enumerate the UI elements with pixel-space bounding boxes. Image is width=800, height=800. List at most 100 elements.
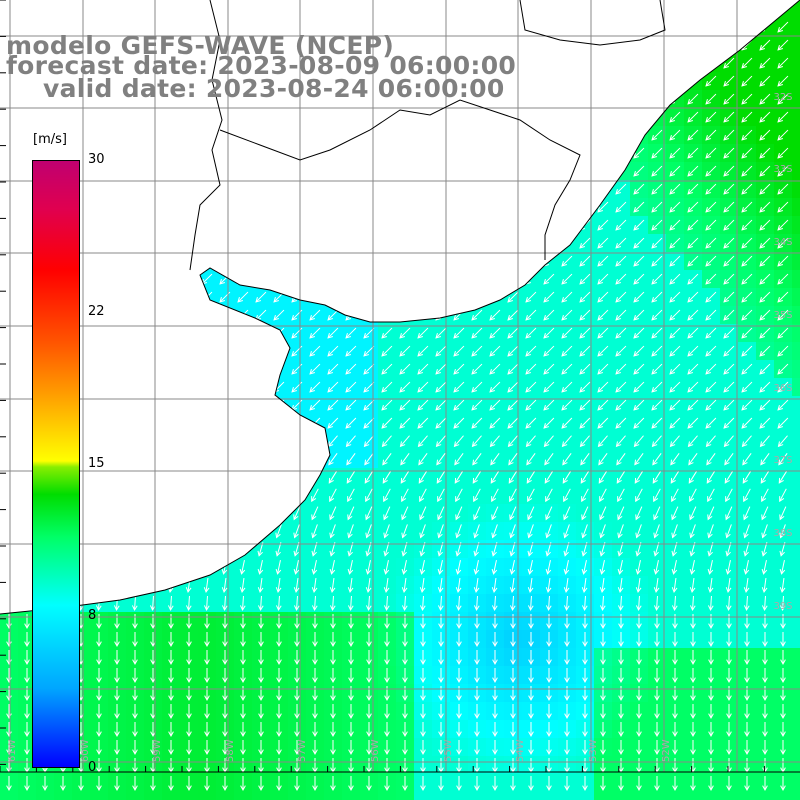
wind-arrow [633, 93, 645, 105]
wind-speed-cell [504, 90, 523, 109]
wind-speed-cell [630, 792, 649, 800]
wind-arrow [489, 183, 501, 195]
wind-speed-cell [234, 432, 253, 451]
wind-speed-cell [198, 378, 217, 397]
wind-arrow [238, 453, 248, 466]
wind-speed-cell [630, 0, 649, 19]
wind-arrow [489, 165, 501, 177]
wind-arrow [633, 57, 645, 69]
wind-speed-cell [90, 576, 109, 595]
wind-arrow [345, 129, 357, 141]
wind-speed-cell [522, 198, 541, 217]
wind-speed-cell [378, 180, 397, 199]
wind-arrow [471, 237, 483, 249]
wind-arrow [255, 147, 267, 159]
wind-arrow [129, 111, 141, 123]
wind-speed-cell [792, 198, 800, 217]
wind-arrow [489, 147, 501, 159]
wind-speed-cell [504, 126, 523, 145]
wind-arrow [273, 165, 285, 177]
wind-speed-cell [522, 216, 541, 235]
wind-arrow [3, 3, 15, 15]
wind-arrow [417, 237, 429, 249]
wind-arrow [3, 147, 15, 159]
lat-label: 38S [773, 528, 792, 539]
wind-speed-cell [360, 198, 379, 217]
wind-speed-cell [162, 324, 181, 343]
wind-arrow [274, 470, 284, 484]
wind-speed-cell [522, 144, 541, 163]
wind-speed-cell [270, 162, 289, 181]
wind-arrow [57, 3, 69, 15]
wind-arrow [129, 201, 141, 213]
wind-speed-cell [18, 108, 37, 127]
wind-speed-cell [126, 450, 145, 469]
wind-arrow [597, 111, 609, 123]
wind-arrow [93, 381, 105, 393]
wind-arrow [183, 273, 195, 285]
wind-arrow [255, 435, 266, 448]
wind-speed-cell [198, 504, 217, 523]
wind-speed-cell [540, 198, 559, 217]
wind-arrow [183, 129, 195, 141]
wind-speed-cell [252, 270, 271, 289]
wind-speed-cell [162, 342, 181, 361]
wind-speed-cell [468, 792, 487, 800]
wind-speed-cell [180, 558, 199, 577]
wind-arrow [327, 237, 339, 249]
wind-speed-cell [540, 108, 559, 127]
wind-arrow [113, 488, 121, 503]
wind-speed-cell [414, 216, 433, 235]
wind-speed-cell [126, 0, 145, 19]
wind-speed-cell [288, 162, 307, 181]
wind-arrow [147, 309, 159, 321]
wind-arrow [129, 165, 141, 177]
wind-arrow [3, 327, 15, 339]
wind-speed-cell [270, 126, 289, 145]
wind-speed-cell [108, 252, 127, 271]
wind-speed-cell [162, 126, 181, 145]
wind-arrow [4, 470, 14, 484]
wind-speed-cell [432, 288, 451, 307]
wind-arrow [237, 255, 249, 267]
wind-speed-cell [792, 216, 800, 235]
lon-label: 57W [297, 739, 308, 762]
wind-speed-cell [432, 0, 451, 19]
wind-arrow [327, 183, 339, 195]
wind-arrow [255, 345, 267, 357]
wind-speed-cell [540, 0, 559, 19]
wind-speed-cell [378, 216, 397, 235]
wind-speed-cell [792, 252, 800, 271]
wind-arrow [21, 93, 33, 105]
wind-arrow [579, 201, 591, 213]
wind-arrow [507, 237, 519, 249]
wind-speed-cell [234, 306, 253, 325]
wind-speed-cell [180, 486, 199, 505]
wind-arrow [129, 363, 141, 375]
wind-speed-cell [306, 126, 325, 145]
wind-arrow [255, 129, 267, 141]
wind-speed-cell [342, 198, 361, 217]
wind-arrow [327, 129, 339, 141]
wind-speed-cell [558, 54, 577, 73]
wind-speed-cell [126, 270, 145, 289]
wind-speed-cell [450, 216, 469, 235]
wind-speed-cell [126, 558, 145, 577]
wind-arrow [237, 111, 249, 123]
wind-arrow [130, 470, 140, 484]
wind-arrow [327, 111, 339, 123]
wind-arrow [165, 255, 177, 267]
wind-speed-cell [324, 792, 343, 800]
wind-arrow [705, 21, 717, 33]
wind-speed-cell [180, 378, 199, 397]
wind-speed-cell [144, 198, 163, 217]
wind-speed-cell [540, 234, 559, 253]
wind-speed-cell [306, 450, 325, 469]
wind-speed-cell [360, 288, 379, 307]
wind-speed-cell [252, 378, 271, 397]
wind-speed-cell [540, 180, 559, 199]
wind-arrow [273, 183, 285, 195]
wind-speed-cell [144, 162, 163, 181]
wind-speed-cell [144, 504, 163, 523]
wind-speed-cell [180, 450, 199, 469]
